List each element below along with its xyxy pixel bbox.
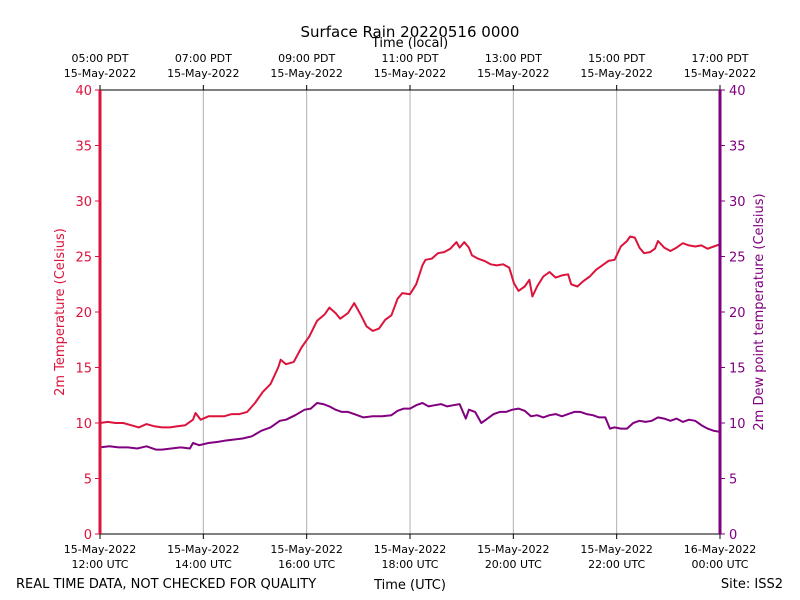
y-tick-label-left-5: 5: [84, 473, 92, 488]
y-tick-label-right-10: 10: [729, 417, 746, 432]
site-label: Site: ISS2: [721, 577, 783, 592]
y-axis-label-left: 2m Temperature (Celsius): [53, 228, 68, 396]
y-tick-label-right-35: 35: [729, 140, 746, 155]
y-tick-label-right-40: 40: [729, 84, 746, 99]
x-tick-label-bottom-time-6: 00:00 UTC: [691, 558, 748, 571]
top-axis-label: Time (local): [371, 36, 448, 51]
y-tick-label-left-10: 10: [75, 417, 92, 432]
y-tick-label-right-25: 25: [729, 251, 746, 266]
x-tick-label-bottom-time-1: 14:00 UTC: [175, 558, 232, 571]
x-tick-label-bottom-time-4: 20:00 UTC: [485, 558, 542, 571]
x-tick-label-bottom-time-2: 16:00 UTC: [278, 558, 335, 571]
y-tick-label-left-0: 0: [84, 528, 92, 543]
x-tick-label-top-date-2: 15-May-2022: [270, 67, 342, 80]
y-tick-label-right-30: 30: [729, 195, 746, 210]
y-tick-label-right-20: 20: [729, 306, 746, 321]
x-tick-label-top-date-3: 15-May-2022: [374, 67, 446, 80]
x-tick-label-top-date-5: 15-May-2022: [580, 67, 652, 80]
x-tick-label-top-time-0: 05:00 PDT: [71, 52, 128, 65]
series-layer: [99, 235, 721, 451]
ticks: 0 0 5 5 10 10 15 15 20 20 25 25 30 30 35 35 40 40 15-May-2…: [64, 52, 756, 571]
x-axis-label: Time (UTC): [373, 578, 446, 593]
x-tick-label-bottom-time-3: 18:00 UTC: [381, 558, 438, 571]
x-tick-label-top-time-5: 15:00 PDT: [588, 52, 645, 65]
x-tick-label-bottom-time-5: 22:00 UTC: [588, 558, 645, 571]
y-tick-label-left-15: 15: [75, 362, 92, 377]
series-line-0: [99, 235, 721, 429]
y-axis-label-right: 2m Dew point temperature (Celsius): [752, 193, 767, 430]
x-tick-label-top-time-3: 11:00 PDT: [381, 52, 438, 65]
y-tick-label-left-30: 30: [75, 195, 92, 210]
x-tick-label-top-date-6: 15-May-2022: [684, 67, 756, 80]
x-tick-label-bottom-date-3: 15-May-2022: [374, 543, 446, 556]
x-tick-label-top-date-0: 15-May-2022: [64, 67, 136, 80]
quality-note: REAL TIME DATA, NOT CHECKED FOR QUALITY: [16, 577, 316, 592]
y-tick-label-right-0: 0: [729, 528, 737, 543]
y-tick-label-left-40: 40: [75, 84, 92, 99]
x-tick-label-bottom-date-1: 15-May-2022: [167, 543, 239, 556]
x-tick-label-top-time-2: 09:00 PDT: [278, 52, 335, 65]
y-tick-label-right-5: 5: [729, 473, 737, 488]
x-tick-label-bottom-time-0: 12:00 UTC: [71, 558, 128, 571]
chart-title: Surface Rain 20220516 0000: [301, 23, 520, 41]
x-tick-label-bottom-date-4: 15-May-2022: [477, 543, 549, 556]
y-tick-label-left-20: 20: [75, 306, 92, 321]
x-tick-label-bottom-date-6: 16-May-2022: [684, 543, 756, 556]
grid-lines: [202, 90, 618, 534]
y-tick-label-left-35: 35: [75, 140, 92, 155]
series-line-1: [99, 402, 721, 451]
y-tick-label-left-25: 25: [75, 251, 92, 266]
x-tick-label-top-time-4: 13:00 PDT: [485, 52, 542, 65]
x-tick-label-bottom-date-0: 15-May-2022: [64, 543, 136, 556]
x-tick-label-top-time-6: 17:00 PDT: [691, 52, 748, 65]
x-tick-label-top-time-1: 07:00 PDT: [175, 52, 232, 65]
x-tick-label-bottom-date-2: 15-May-2022: [270, 543, 342, 556]
x-tick-label-top-date-4: 15-May-2022: [477, 67, 549, 80]
y-tick-label-right-15: 15: [729, 362, 746, 377]
x-tick-label-top-date-1: 15-May-2022: [167, 67, 239, 80]
x-tick-label-bottom-date-5: 15-May-2022: [580, 543, 652, 556]
